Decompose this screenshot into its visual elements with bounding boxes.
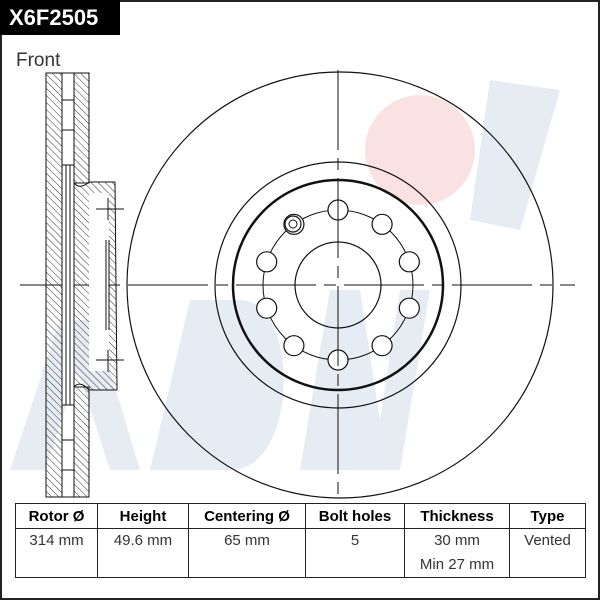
spec-table: Rotor Ø Height Centering Ø Bolt holes Th… [15, 503, 586, 578]
value-thickness: 30 mm Min 27 mm [404, 528, 510, 578]
thickness-nominal: 30 mm [434, 532, 480, 549]
value-rotor: 314 mm [15, 528, 98, 578]
value-bolt-holes: 5 [305, 528, 405, 578]
bolt-hole [371, 213, 393, 235]
header-type: Type [509, 503, 586, 529]
table-header-row: Rotor Ø Height Centering Ø Bolt holes Th… [15, 503, 586, 529]
value-height: 49.6 mm [97, 528, 189, 578]
bolt-hole [398, 297, 420, 319]
disc-side-section [45, 72, 124, 498]
thickness-min: Min 27 mm [419, 556, 495, 573]
value-centering: 65 mm [188, 528, 306, 578]
header-bolt-holes: Bolt holes [305, 503, 405, 529]
header-thickness: Thickness [404, 503, 510, 529]
value-type: Vented [509, 528, 586, 578]
header-centering: Centering Ø [188, 503, 306, 529]
table-row: 314 mm 49.6 mm 65 mm 5 30 mm Min 27 mm Ve… [15, 528, 586, 578]
part-number: X6F2505 [0, 0, 120, 35]
disc-front-view [20, 70, 575, 500]
bolt-hole [371, 335, 393, 357]
advics-watermark [10, 80, 560, 470]
header-height: Height [97, 503, 189, 529]
bolt-hole [283, 335, 305, 357]
bolt-hole [256, 251, 278, 273]
header-rotor: Rotor Ø [15, 503, 98, 529]
bolt-hole [256, 297, 278, 319]
view-label: Front [16, 50, 61, 71]
bolt-hole [398, 251, 420, 273]
